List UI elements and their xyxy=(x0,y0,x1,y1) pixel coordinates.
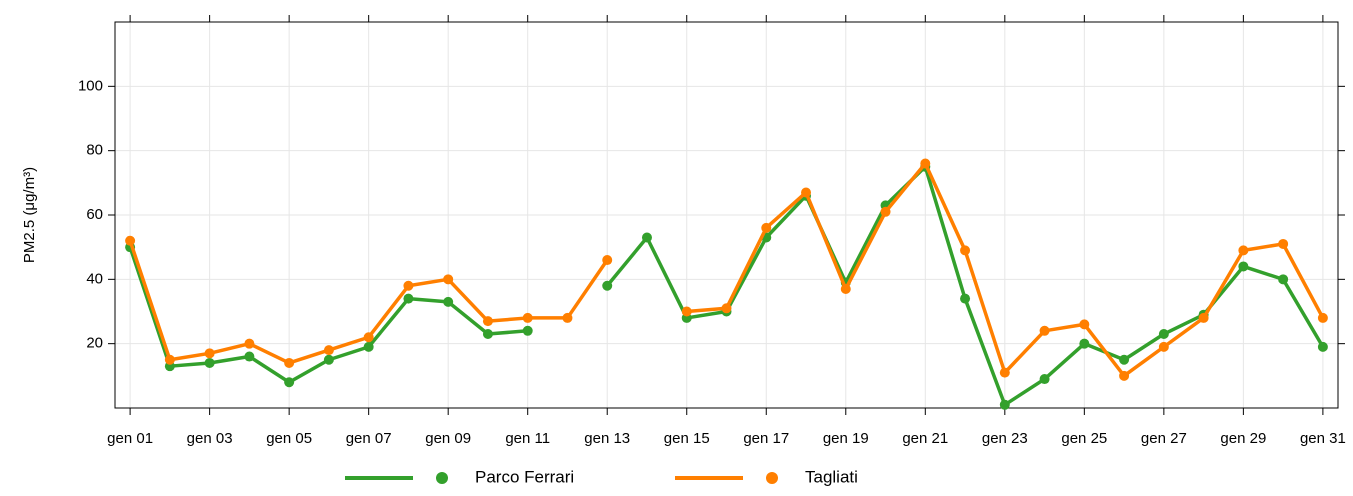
data-point xyxy=(1278,274,1289,285)
data-point xyxy=(403,280,414,291)
data-point xyxy=(164,354,175,365)
data-point xyxy=(641,232,652,243)
data-point xyxy=(323,354,334,365)
x-tick-label: gen 31 xyxy=(1300,430,1346,447)
x-tick-label: gen 11 xyxy=(505,430,550,447)
data-point xyxy=(244,338,255,349)
data-point xyxy=(1158,329,1169,340)
data-point xyxy=(482,329,493,340)
data-point xyxy=(960,293,971,304)
data-point xyxy=(403,293,414,304)
plot-frame xyxy=(114,21,1339,409)
data-point xyxy=(1317,341,1328,352)
x-tick-label: gen 29 xyxy=(1220,430,1266,447)
y-tick-label: 60 xyxy=(86,206,103,223)
data-point xyxy=(522,312,533,323)
data-point xyxy=(443,274,454,285)
legend-marker xyxy=(436,472,448,484)
data-point xyxy=(284,377,295,388)
data-point xyxy=(363,332,374,343)
x-tick-label: gen 17 xyxy=(743,430,789,447)
data-point xyxy=(1039,325,1050,336)
data-point xyxy=(1158,341,1169,352)
x-tick-label: gen 13 xyxy=(584,430,630,447)
data-point xyxy=(1079,319,1090,330)
data-point xyxy=(1119,370,1130,381)
data-point xyxy=(204,357,215,368)
data-point xyxy=(1317,312,1328,323)
data-point xyxy=(482,316,493,327)
y-tick-label: 100 xyxy=(78,77,103,94)
data-point xyxy=(244,351,255,362)
data-point xyxy=(1278,238,1289,249)
y-tick-label: 80 xyxy=(86,142,103,159)
data-point xyxy=(1238,245,1249,256)
data-point xyxy=(920,158,931,169)
x-tick-label: gen 07 xyxy=(346,430,392,447)
y-tick-label: 40 xyxy=(86,270,103,287)
x-tick-label: gen 05 xyxy=(266,430,312,447)
x-tick-label: gen 21 xyxy=(902,430,948,447)
series-line xyxy=(128,165,1325,407)
data-point xyxy=(602,255,613,266)
data-point xyxy=(761,222,772,233)
data-point xyxy=(562,312,573,323)
data-point xyxy=(960,245,971,256)
data-point xyxy=(880,206,891,217)
x-tick-label: gen 09 xyxy=(425,430,471,447)
data-point xyxy=(1039,374,1050,385)
x-tick-label: gen 19 xyxy=(823,430,869,447)
data-point xyxy=(801,187,812,198)
legend-marker xyxy=(766,472,778,484)
data-point xyxy=(840,283,851,294)
data-point xyxy=(999,399,1010,410)
data-point xyxy=(721,303,732,314)
data-point xyxy=(204,348,215,359)
x-tick-label: gen 03 xyxy=(187,430,233,447)
legend-label: Tagliati xyxy=(805,467,858,486)
x-tick-label: gen 15 xyxy=(664,430,710,447)
data-point xyxy=(363,341,374,352)
data-point xyxy=(1079,338,1090,349)
x-tick-label: gen 25 xyxy=(1061,430,1107,447)
data-point xyxy=(1198,312,1209,323)
data-point xyxy=(323,345,334,356)
x-tick-label: gen 01 xyxy=(107,430,153,447)
x-tick-label: gen 27 xyxy=(1141,430,1187,447)
data-point xyxy=(125,235,136,246)
data-point xyxy=(1238,261,1249,272)
data-point xyxy=(681,306,692,317)
data-point xyxy=(602,280,613,291)
data-point xyxy=(999,367,1010,378)
data-point xyxy=(522,325,533,336)
data-point xyxy=(284,357,295,368)
x-tick-label: gen 23 xyxy=(982,430,1028,447)
data-point xyxy=(443,296,454,307)
y-axis-label: PM2.5 (μg/m³) xyxy=(21,167,38,263)
y-tick-label: 20 xyxy=(86,335,103,352)
legend-label: Parco Ferrari xyxy=(475,467,574,486)
data-point xyxy=(1119,354,1130,365)
